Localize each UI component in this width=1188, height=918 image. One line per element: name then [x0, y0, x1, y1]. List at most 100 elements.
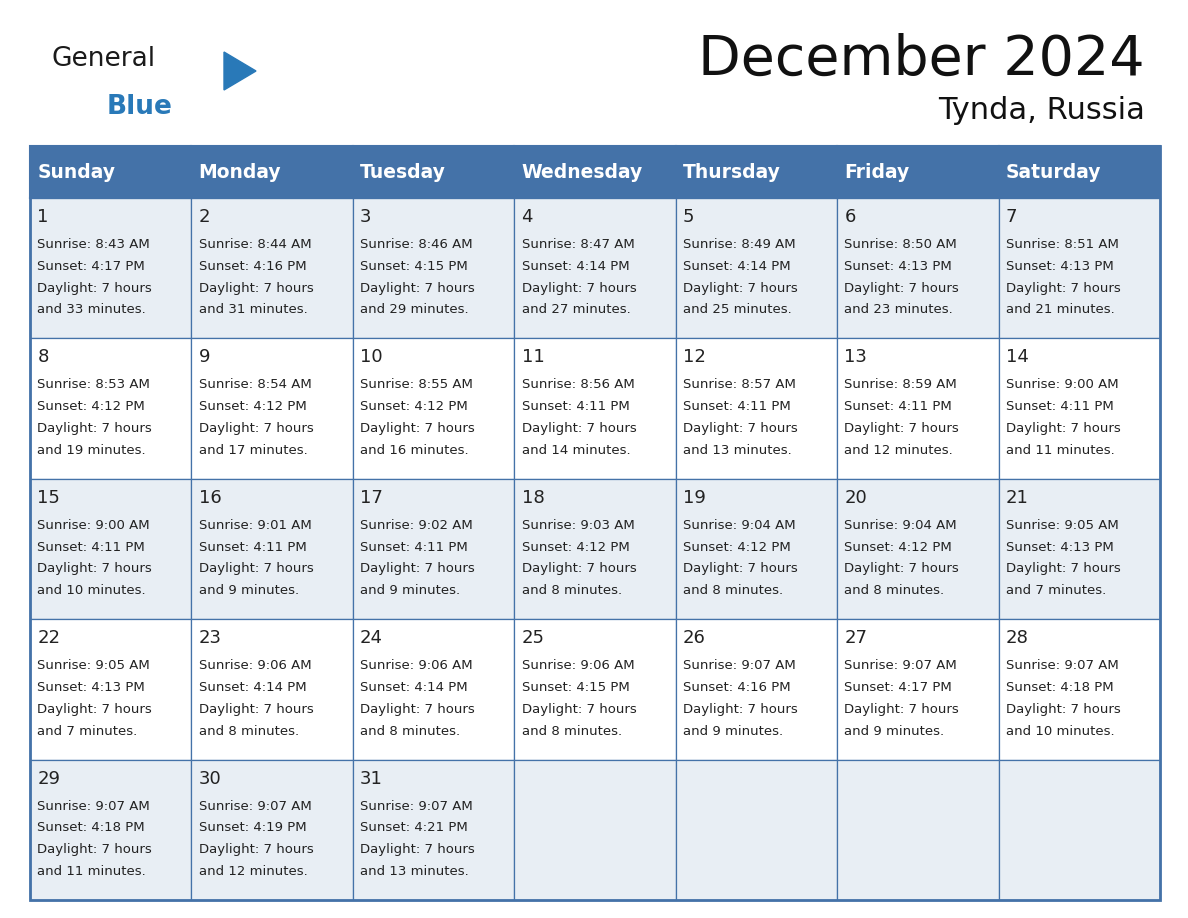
Text: Daylight: 7 hours: Daylight: 7 hours — [1006, 703, 1120, 716]
Bar — [514, 620, 676, 759]
Text: Sunrise: 9:07 AM: Sunrise: 9:07 AM — [845, 659, 958, 672]
Text: 19: 19 — [683, 488, 706, 507]
Text: Sunset: 4:17 PM: Sunset: 4:17 PM — [845, 681, 952, 694]
Text: 16: 16 — [198, 488, 221, 507]
Text: Sunset: 4:13 PM: Sunset: 4:13 PM — [37, 681, 145, 694]
Text: Sunrise: 9:02 AM: Sunrise: 9:02 AM — [360, 519, 473, 532]
Text: Sunrise: 9:07 AM: Sunrise: 9:07 AM — [37, 800, 150, 812]
Text: Sunrise: 8:51 AM: Sunrise: 8:51 AM — [1006, 238, 1119, 251]
Text: Sunrise: 9:03 AM: Sunrise: 9:03 AM — [522, 519, 634, 532]
Text: Daylight: 7 hours: Daylight: 7 hours — [845, 422, 959, 435]
Text: Daylight: 7 hours: Daylight: 7 hours — [37, 844, 152, 856]
Text: 12: 12 — [683, 349, 706, 366]
Text: Sunrise: 8:43 AM: Sunrise: 8:43 AM — [37, 238, 150, 251]
Text: and 8 minutes.: and 8 minutes. — [683, 584, 783, 598]
Bar — [838, 759, 999, 900]
Bar — [353, 198, 514, 339]
Bar — [999, 146, 1159, 198]
Text: Sunset: 4:11 PM: Sunset: 4:11 PM — [360, 541, 468, 554]
Text: 24: 24 — [360, 629, 383, 647]
Text: Daylight: 7 hours: Daylight: 7 hours — [683, 282, 797, 295]
Text: and 11 minutes.: and 11 minutes. — [37, 865, 146, 878]
Bar — [999, 339, 1159, 479]
Text: Sunset: 4:19 PM: Sunset: 4:19 PM — [198, 822, 307, 834]
Text: Sunset: 4:11 PM: Sunset: 4:11 PM — [683, 400, 791, 413]
Text: and 23 minutes.: and 23 minutes. — [845, 304, 953, 317]
Text: Sunrise: 9:04 AM: Sunrise: 9:04 AM — [845, 519, 958, 532]
Text: Sunset: 4:13 PM: Sunset: 4:13 PM — [1006, 260, 1113, 273]
Text: Sunset: 4:11 PM: Sunset: 4:11 PM — [845, 400, 952, 413]
Text: Sunset: 4:21 PM: Sunset: 4:21 PM — [360, 822, 468, 834]
Text: Friday: Friday — [845, 162, 910, 182]
Text: and 7 minutes.: and 7 minutes. — [1006, 584, 1106, 598]
Text: Sunset: 4:17 PM: Sunset: 4:17 PM — [37, 260, 145, 273]
Text: Sunrise: 8:59 AM: Sunrise: 8:59 AM — [845, 378, 958, 391]
Text: 22: 22 — [37, 629, 61, 647]
Text: Sunrise: 8:53 AM: Sunrise: 8:53 AM — [37, 378, 150, 391]
Bar — [191, 620, 353, 759]
Text: Sunset: 4:18 PM: Sunset: 4:18 PM — [37, 822, 145, 834]
Text: Monday: Monday — [198, 162, 282, 182]
Text: 8: 8 — [37, 349, 49, 366]
Bar — [514, 759, 676, 900]
Text: Daylight: 7 hours: Daylight: 7 hours — [1006, 422, 1120, 435]
Text: Sunrise: 8:55 AM: Sunrise: 8:55 AM — [360, 378, 473, 391]
Bar — [676, 198, 838, 339]
Text: 30: 30 — [198, 769, 221, 788]
Text: Sunset: 4:13 PM: Sunset: 4:13 PM — [1006, 541, 1113, 554]
Text: and 13 minutes.: and 13 minutes. — [683, 443, 791, 457]
Text: 5: 5 — [683, 208, 695, 226]
Text: Daylight: 7 hours: Daylight: 7 hours — [1006, 282, 1120, 295]
Text: and 8 minutes.: and 8 minutes. — [522, 584, 621, 598]
Text: Saturday: Saturday — [1006, 162, 1101, 182]
Text: Daylight: 7 hours: Daylight: 7 hours — [360, 844, 475, 856]
Bar — [999, 620, 1159, 759]
Bar — [514, 198, 676, 339]
Text: Daylight: 7 hours: Daylight: 7 hours — [198, 422, 314, 435]
Text: 28: 28 — [1006, 629, 1029, 647]
Bar — [838, 620, 999, 759]
Bar — [999, 479, 1159, 620]
Text: Sunset: 4:12 PM: Sunset: 4:12 PM — [198, 400, 307, 413]
Text: 27: 27 — [845, 629, 867, 647]
Bar — [30, 479, 191, 620]
Text: and 14 minutes.: and 14 minutes. — [522, 443, 630, 457]
Text: 14: 14 — [1006, 349, 1029, 366]
Text: Sunrise: 9:00 AM: Sunrise: 9:00 AM — [37, 519, 150, 532]
Text: Daylight: 7 hours: Daylight: 7 hours — [1006, 563, 1120, 576]
Text: Daylight: 7 hours: Daylight: 7 hours — [198, 703, 314, 716]
Text: 13: 13 — [845, 349, 867, 366]
Text: 4: 4 — [522, 208, 533, 226]
Text: 11: 11 — [522, 349, 544, 366]
Text: Sunrise: 8:54 AM: Sunrise: 8:54 AM — [198, 378, 311, 391]
Bar — [30, 759, 191, 900]
Bar — [191, 339, 353, 479]
Text: 20: 20 — [845, 488, 867, 507]
Text: Sunset: 4:14 PM: Sunset: 4:14 PM — [522, 260, 630, 273]
Bar — [191, 198, 353, 339]
Bar — [676, 620, 838, 759]
Text: and 12 minutes.: and 12 minutes. — [198, 865, 308, 878]
Bar — [353, 620, 514, 759]
Text: and 8 minutes.: and 8 minutes. — [198, 724, 299, 737]
Text: Tynda, Russia: Tynda, Russia — [939, 96, 1145, 125]
Text: Sunset: 4:12 PM: Sunset: 4:12 PM — [683, 541, 791, 554]
Text: Sunrise: 8:57 AM: Sunrise: 8:57 AM — [683, 378, 796, 391]
Text: and 17 minutes.: and 17 minutes. — [198, 443, 308, 457]
Bar — [676, 479, 838, 620]
Bar — [353, 479, 514, 620]
Text: Sunrise: 9:06 AM: Sunrise: 9:06 AM — [360, 659, 473, 672]
Text: Sunrise: 8:49 AM: Sunrise: 8:49 AM — [683, 238, 796, 251]
Text: and 19 minutes.: and 19 minutes. — [37, 443, 146, 457]
Text: Sunset: 4:15 PM: Sunset: 4:15 PM — [360, 260, 468, 273]
Text: Sunset: 4:12 PM: Sunset: 4:12 PM — [845, 541, 952, 554]
Text: Daylight: 7 hours: Daylight: 7 hours — [522, 563, 637, 576]
Text: and 7 minutes.: and 7 minutes. — [37, 724, 138, 737]
Text: Blue: Blue — [107, 94, 173, 120]
Text: 29: 29 — [37, 769, 61, 788]
Text: Sunrise: 9:01 AM: Sunrise: 9:01 AM — [198, 519, 311, 532]
Bar — [999, 759, 1159, 900]
Text: Sunset: 4:14 PM: Sunset: 4:14 PM — [683, 260, 790, 273]
Bar — [353, 146, 514, 198]
Text: Daylight: 7 hours: Daylight: 7 hours — [360, 563, 475, 576]
